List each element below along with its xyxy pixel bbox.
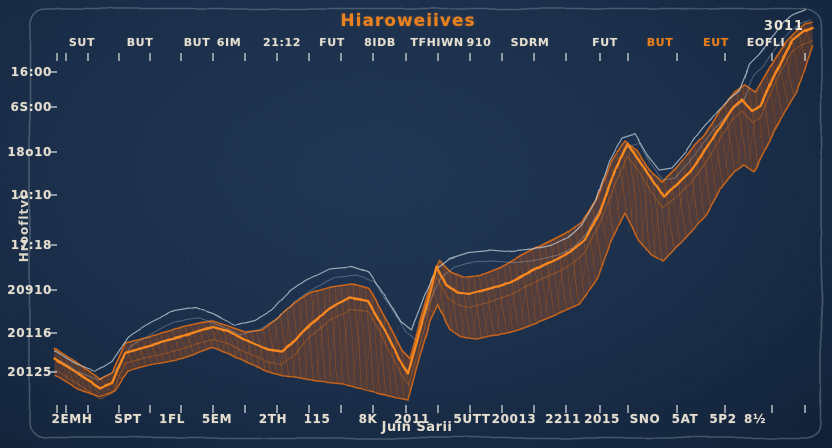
band-bottom-edge xyxy=(54,44,813,401)
x-axis-title: Juin Sarii xyxy=(381,420,453,435)
data-lines xyxy=(53,9,814,400)
left-axis-label: 10:10 xyxy=(10,188,52,202)
left-axis-label: 17:18 xyxy=(10,238,52,252)
sketch-border xyxy=(29,8,822,439)
bottom-axis-label: 8½ xyxy=(744,412,766,426)
top-axis-label: SUT xyxy=(68,36,96,49)
top-axis-label: 910 xyxy=(466,36,492,49)
left-axis-label: 20125 xyxy=(7,365,52,379)
top-axis-label: FUT xyxy=(592,36,618,49)
left-axis-label: 16:00 xyxy=(10,65,52,79)
bottom-axis-label: 8K xyxy=(358,412,378,426)
bottom-axis-label: 1FL xyxy=(159,412,185,426)
bottom-axis-label: 5AT xyxy=(671,412,699,426)
corner-label: 3011 xyxy=(763,19,805,34)
band-top-edge xyxy=(54,21,813,379)
top-axis-label: SDRM xyxy=(510,36,550,49)
top-axis-label: EOFLI xyxy=(746,36,786,49)
bottom-axis-label: 115 xyxy=(303,412,331,426)
main-line xyxy=(53,26,814,389)
top-axis-label: 21:12 xyxy=(262,36,302,49)
top-axis-label: FUT xyxy=(319,36,345,49)
bottom-axis-label: SNO xyxy=(629,412,661,426)
bottom-axis-label: 20013 xyxy=(491,412,537,426)
top-axis-label: TFHIWN xyxy=(410,36,464,49)
reference-line xyxy=(54,9,807,371)
left-axis-label: 6S:00 xyxy=(10,100,52,114)
top-axis-label: 8IDB xyxy=(364,36,396,49)
axes-and-ticks xyxy=(40,34,820,413)
hand-drawn-frame xyxy=(29,8,822,439)
top-axis-label-accent: EUT xyxy=(703,36,729,49)
bottom-axis-label: 2211 xyxy=(545,412,581,426)
top-axis-label: BUT xyxy=(126,36,154,49)
reference-line-echo xyxy=(58,19,811,381)
top-axis-label-accent: BUT xyxy=(646,36,674,49)
bottom-axis-label: 2015 xyxy=(584,412,620,426)
top-axis-label: BUT xyxy=(183,36,211,49)
bottom-axis-label: SPT xyxy=(114,412,142,426)
top-axis-label: 6IM xyxy=(216,36,242,49)
bottom-axis-label: 5P2 xyxy=(709,412,737,426)
left-axis-label: 20116 xyxy=(7,326,52,340)
bottom-axis-label: 5EM xyxy=(201,412,233,426)
bottom-axis-label: 2011 xyxy=(394,412,430,426)
bottom-axis-label: 2TH xyxy=(258,412,288,426)
bottom-axis-label: 5UTT xyxy=(453,412,491,426)
left-axis-label: 18o10 xyxy=(7,145,52,159)
chart-title: Hiaroweiives xyxy=(340,11,476,31)
left-axis-label: 20910 xyxy=(7,283,52,297)
main-line-echo xyxy=(54,39,813,400)
bottom-axis-label: 2EMH xyxy=(51,412,93,426)
